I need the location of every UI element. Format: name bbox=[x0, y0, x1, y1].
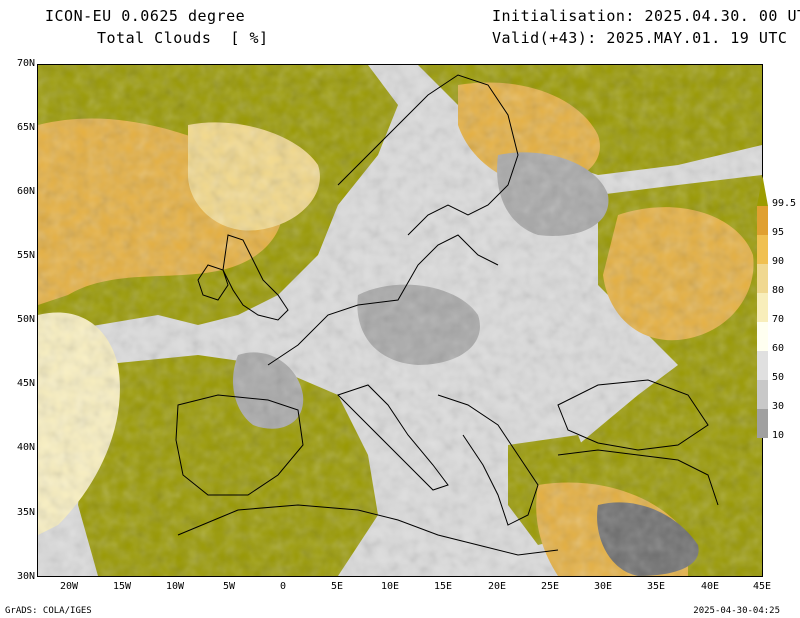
colorbar-segment bbox=[757, 351, 768, 380]
lon-label: 30E bbox=[593, 581, 613, 592]
lat-label: 65N bbox=[16, 122, 35, 133]
colorbar-segment bbox=[757, 380, 768, 409]
valid-time: Valid(+43): 2025.MAY.01. 19 UTC bbox=[492, 29, 788, 47]
coastline-italy bbox=[337, 384, 449, 491]
lat-label: 35N bbox=[16, 507, 35, 518]
colorbar-label: 30 bbox=[772, 401, 785, 412]
coastline-scandinavia bbox=[337, 74, 519, 236]
coastline-balkans-greece bbox=[437, 394, 539, 526]
colorbar-label: 60 bbox=[772, 343, 785, 354]
colorbar-label: 50 bbox=[772, 372, 785, 383]
colorbar-label: 70 bbox=[772, 314, 785, 325]
cloud-cover-map bbox=[37, 64, 763, 577]
colorbar-label: 90 bbox=[772, 256, 785, 267]
lon-label: 25E bbox=[540, 581, 560, 592]
colorbar-segment bbox=[757, 322, 768, 351]
cloud-texture bbox=[38, 65, 762, 576]
map-canvas bbox=[38, 65, 762, 576]
lon-label: 20E bbox=[487, 581, 507, 592]
lat-label: 60N bbox=[16, 186, 35, 197]
lat-label: 50N bbox=[16, 314, 35, 325]
lat-label: 40N bbox=[16, 442, 35, 453]
colorbar-label: 99.5 bbox=[772, 198, 797, 209]
lon-label: 15E bbox=[433, 581, 453, 592]
initialisation-time: Initialisation: 2025.04.30. 00 UTC bbox=[492, 7, 800, 25]
coastline-turkey bbox=[557, 449, 719, 506]
lon-label: 0 bbox=[279, 581, 287, 592]
lon-label: 15W bbox=[112, 581, 132, 592]
model-title: ICON-EU 0.0625 degree bbox=[45, 7, 246, 25]
colorbar-segment bbox=[757, 264, 768, 293]
colorbar-segment bbox=[757, 206, 768, 235]
lat-label: 70N bbox=[16, 58, 35, 69]
colorbar-segment bbox=[757, 409, 768, 438]
lon-label: 5W bbox=[222, 581, 236, 592]
colorbar-label: 10 bbox=[772, 430, 785, 441]
colorbar-segment bbox=[757, 293, 768, 322]
coastline-north-africa bbox=[177, 504, 559, 556]
lon-label: 20W bbox=[59, 581, 79, 592]
lon-label: 10E bbox=[380, 581, 400, 592]
lon-label: 40E bbox=[700, 581, 720, 592]
colorbar-segment bbox=[757, 235, 768, 264]
coastlines bbox=[175, 74, 719, 556]
lon-label: 35E bbox=[646, 581, 666, 592]
coastline-black-sea bbox=[557, 379, 709, 451]
coastline-british-isles bbox=[197, 234, 289, 321]
lon-label: 45E bbox=[752, 581, 772, 592]
lon-label: 5E bbox=[330, 581, 344, 592]
lon-label: 10W bbox=[165, 581, 185, 592]
colorbar-label: 80 bbox=[772, 285, 785, 296]
colorbar bbox=[757, 176, 768, 438]
lat-label: 45N bbox=[16, 378, 35, 389]
coastline-france-germany bbox=[267, 234, 499, 366]
lat-label: 55N bbox=[16, 250, 35, 261]
footer-timestamp: 2025-04-30-04:25 bbox=[693, 606, 780, 616]
variable-title: Total Clouds [ %] bbox=[97, 29, 269, 47]
footer-credit: GrADS: COLA/IGES bbox=[5, 606, 92, 616]
colorbar-label: 95 bbox=[772, 227, 785, 238]
coastline-iberia bbox=[175, 394, 304, 496]
colorbar-top-arrow bbox=[757, 176, 768, 206]
lat-label: 30N bbox=[16, 571, 35, 582]
